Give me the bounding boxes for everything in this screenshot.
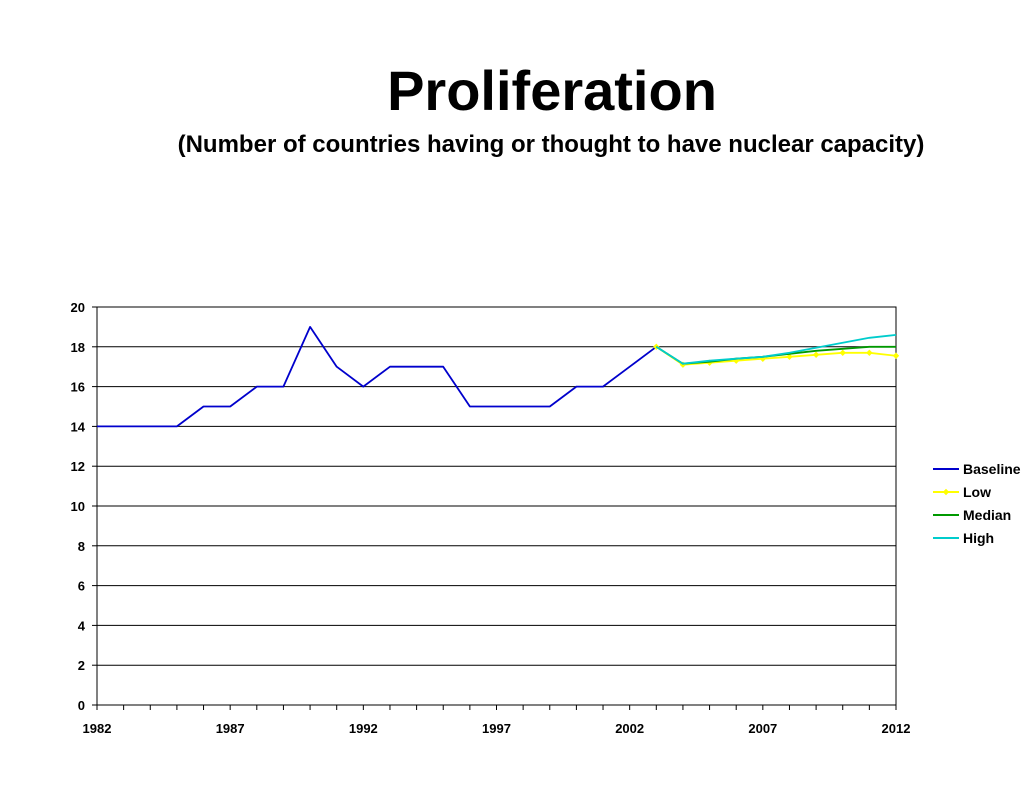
y-tick-label: 14 (71, 419, 86, 434)
y-tick-label: 2 (78, 658, 85, 673)
legend: Baseline Low Median High (933, 461, 1021, 546)
legend-label-low: Low (963, 484, 991, 500)
legend-marker-low (942, 488, 950, 496)
legend-label-baseline: Baseline (963, 461, 1021, 477)
y-axis-ticks: 0 2 4 6 8 10 12 14 16 18 20 (71, 300, 97, 713)
data-point-low (786, 353, 793, 360)
data-point-low (733, 357, 740, 364)
chart-subtitle: (Number of countries having or thought t… (177, 131, 925, 158)
x-tick-label: 1992 (349, 721, 378, 736)
series-lines (97, 325, 900, 428)
x-tick-label: 1982 (83, 721, 112, 736)
data-point-low (866, 349, 873, 356)
data-point-low (892, 352, 900, 359)
y-tick-label: 12 (71, 459, 85, 474)
series-line-high (655, 334, 897, 365)
y-tick-label: 8 (78, 539, 85, 554)
y-tick-label: 6 (78, 579, 85, 594)
x-tick-label: 1987 (216, 721, 245, 736)
y-tick-label: 18 (71, 340, 85, 355)
y-tick-label: 4 (78, 618, 86, 633)
x-tick-label: 2002 (615, 721, 644, 736)
data-point-low (839, 349, 846, 356)
y-tick-label: 0 (78, 698, 85, 713)
legend-label-high: High (963, 530, 994, 546)
data-point-low (812, 351, 820, 358)
y-tick-label: 20 (71, 300, 85, 315)
y-tick-label: 16 (71, 380, 85, 395)
x-tick-label: 2012 (882, 721, 911, 736)
chart-title: Proliferation (387, 59, 717, 122)
x-tick-label: 1997 (482, 721, 511, 736)
x-axis-ticks: 1982 1987 1992 1997 2002 2007 2012 (83, 705, 911, 736)
x-tick-label: 2007 (748, 721, 777, 736)
series-line-baseline (97, 325, 657, 428)
legend-label-median: Median (963, 507, 1011, 523)
series-line-low (655, 346, 897, 366)
y-tick-label: 10 (71, 499, 85, 514)
grid-lines (97, 306, 896, 706)
